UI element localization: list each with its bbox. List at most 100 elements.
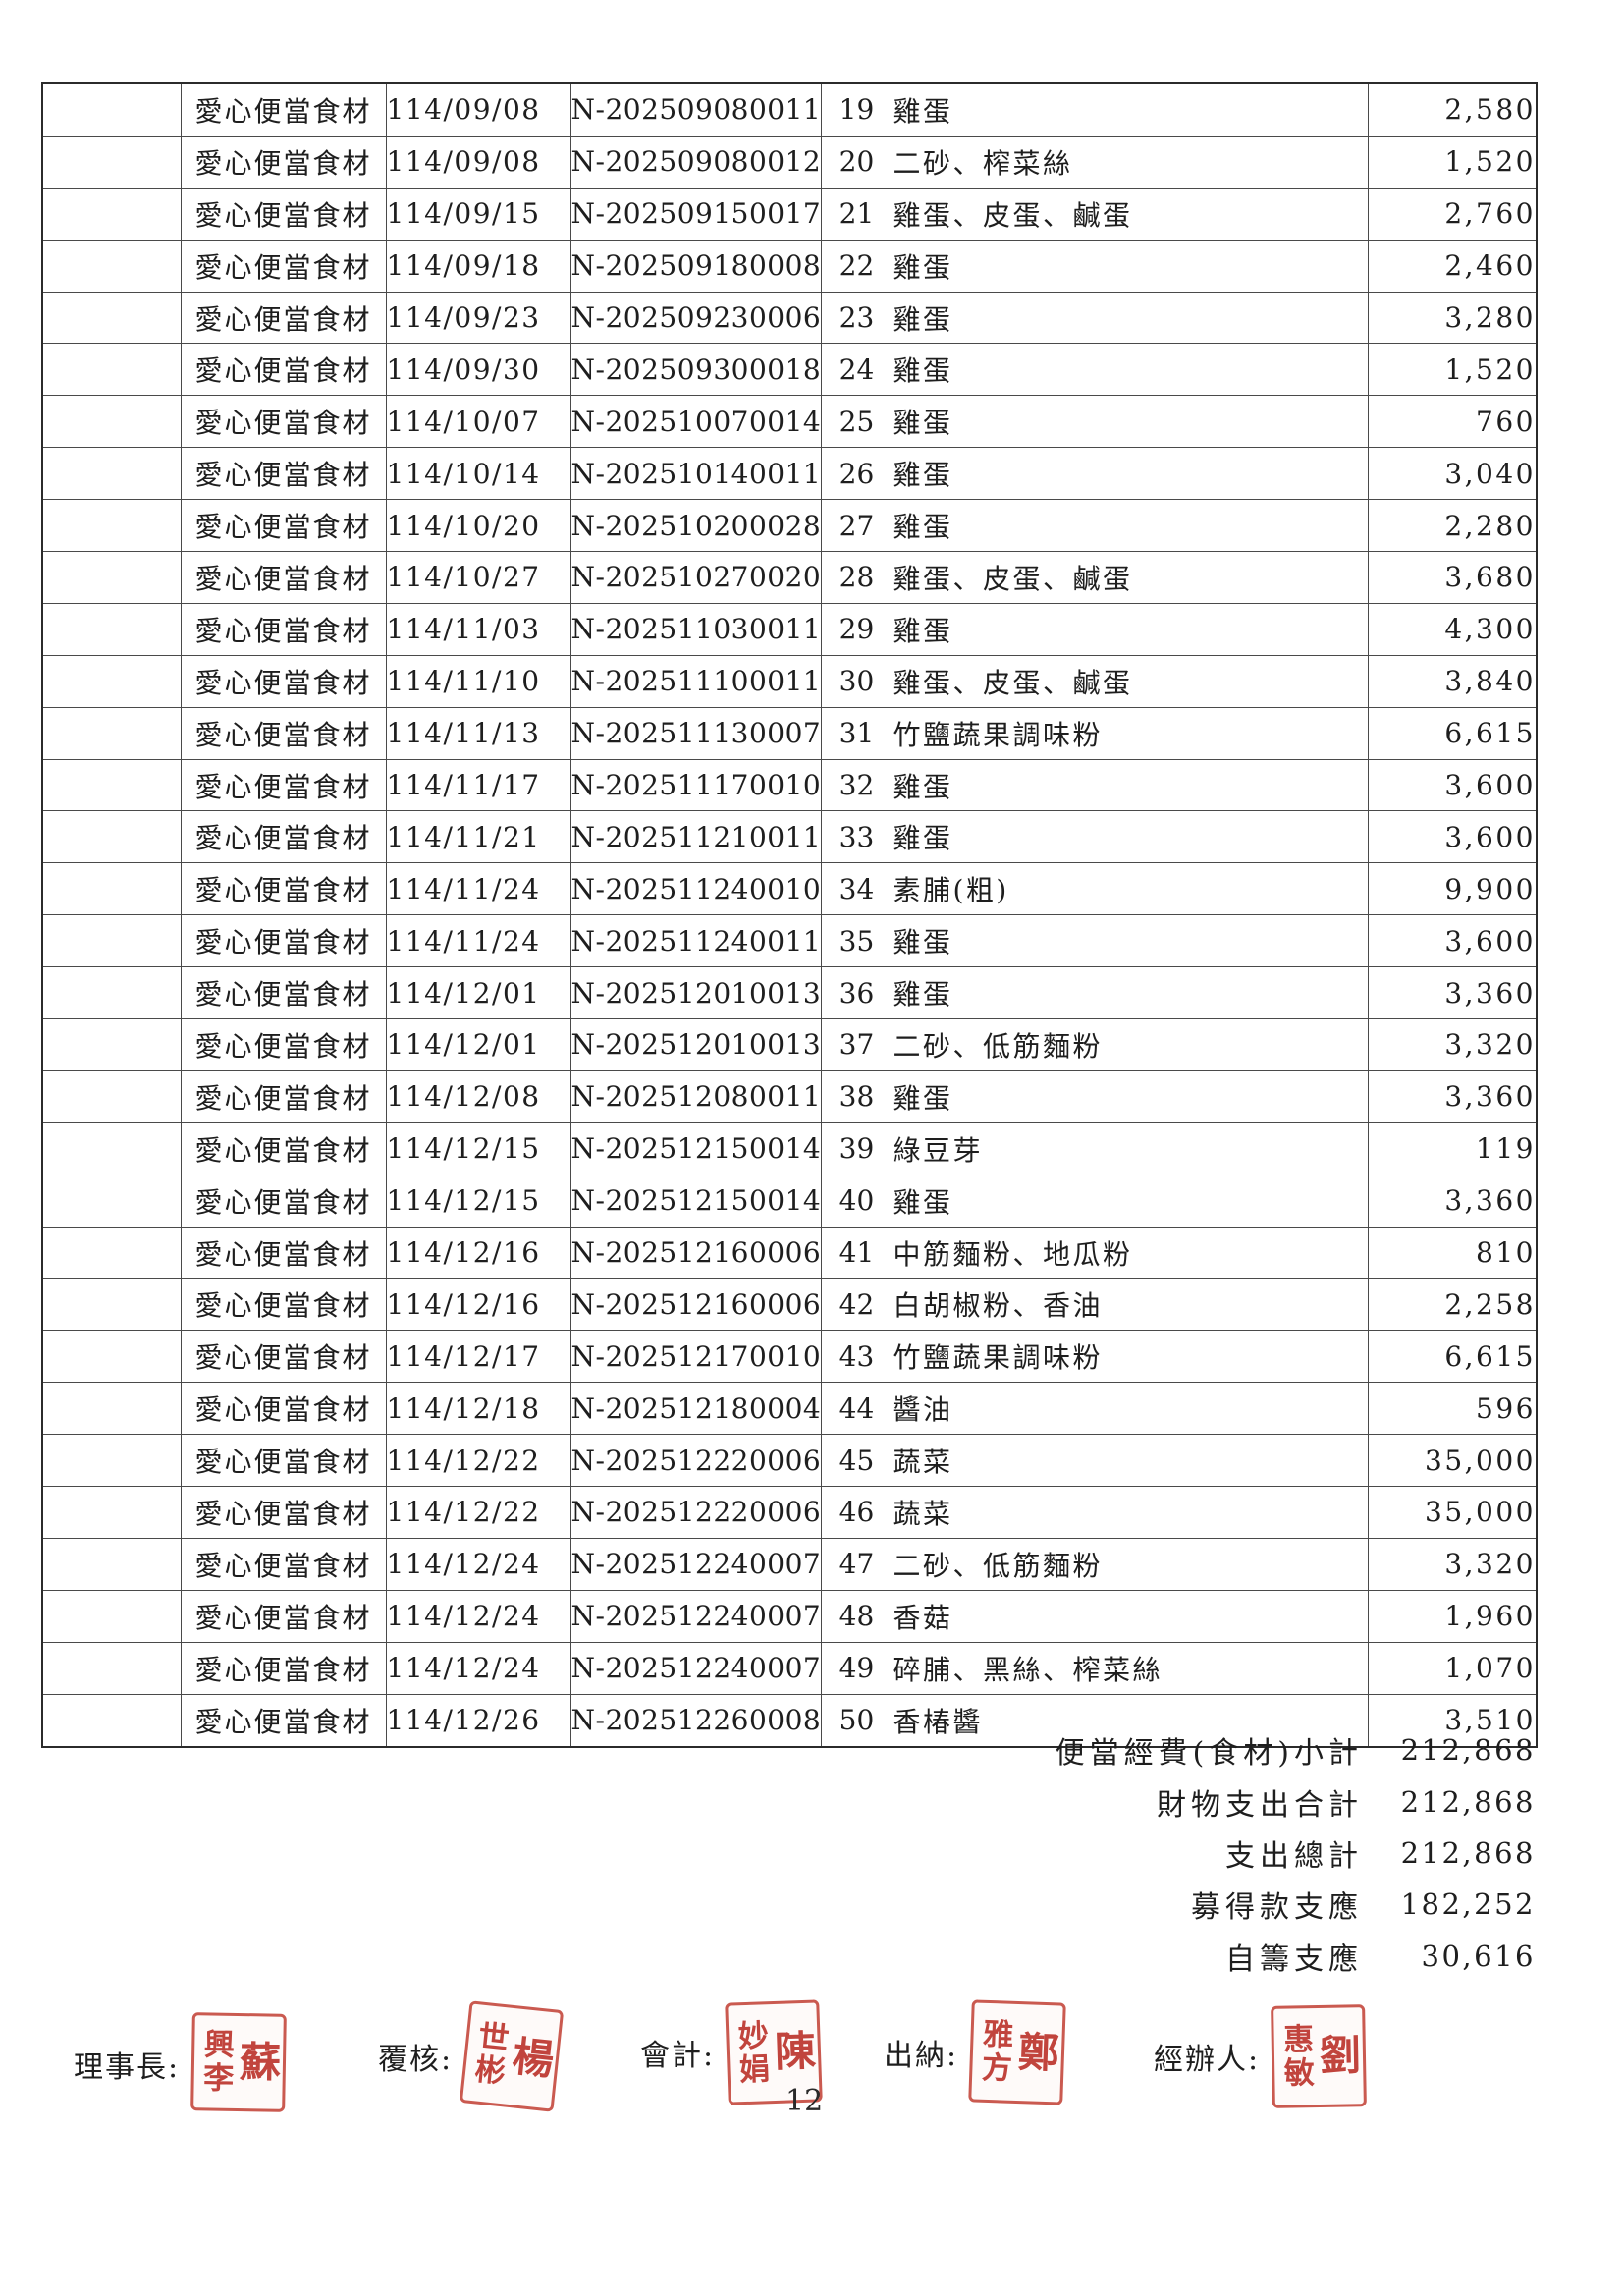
cell-item-desc: 雞蛋: [892, 395, 1369, 449]
summary-label: 便當經費(食材)小計: [1055, 1736, 1363, 1772]
cell-sequence-no: 28: [820, 551, 893, 604]
seal-right-column: 鄭: [1017, 2027, 1060, 2078]
table-row: 愛心便當食材 114/12/24 N-202512240007 49 碎脯、黑絲…: [41, 1641, 1538, 1695]
reviewer-label: 覆核:: [378, 2043, 454, 2077]
seal-left-column: 雅方: [981, 2016, 1014, 2087]
cell-date: 114/09/23: [385, 291, 571, 345]
chairman-seal-stamp: 興李 蘇: [190, 2012, 287, 2112]
cell-amount: 2,580: [1367, 82, 1538, 137]
chairman-label: 理事長:: [74, 2050, 181, 2085]
table-row: 愛心便當食材 114/11/24 N-202511240010 34 素脯(粗)…: [41, 862, 1538, 916]
table-row: 愛心便當食材 114/10/27 N-202510270020 28 雞蛋、皮蛋…: [41, 551, 1538, 604]
cell-sequence-no: 25: [820, 395, 893, 449]
cell-date: 114/09/08: [385, 82, 571, 137]
cell-item-desc: 雞蛋: [892, 447, 1369, 501]
summary-label: 財物支出合計: [1157, 1787, 1363, 1823]
signature-reviewer: 覆核: 世彬 楊: [378, 2000, 565, 2112]
page-number: 12: [785, 2084, 824, 2118]
cell-amount: 2,280: [1367, 499, 1538, 553]
seal-left-column: 興李: [203, 2027, 236, 2097]
summary-section: 便當經費(食材)小計 212,868 財物支出合計 212,868 支出總計 2…: [41, 1724, 1536, 1982]
cell-sequence-no: 33: [820, 810, 893, 864]
cell-amount: 3,360: [1367, 1069, 1538, 1123]
cell-item-desc: 雞蛋、皮蛋、鹹蛋: [892, 187, 1369, 241]
cell-item-desc: 二砂、榨菜絲: [892, 135, 1369, 189]
cell-blank: [41, 654, 182, 708]
cell-date: 114/12/26: [385, 1693, 571, 1748]
table-row: 愛心便當食材 114/10/20 N-202510200028 27 雞蛋 2,…: [41, 499, 1538, 553]
cell-item-desc: 竹鹽蔬果調味粉: [892, 706, 1369, 760]
cell-blank: [41, 1693, 182, 1748]
table-row: 愛心便當食材 114/12/22 N-202512220006 46 蔬菜 35…: [41, 1486, 1538, 1539]
summary-row-grand-total: 支出總計 212,868: [41, 1828, 1536, 1879]
cell-category: 愛心便當食材: [180, 1434, 387, 1488]
summary-row-subtotal: 便當經費(食材)小計 212,868: [41, 1724, 1536, 1776]
cell-document-no: N-202512240007: [569, 1641, 822, 1695]
table-row: 愛心便當食材 114/12/22 N-202512220006 45 蔬菜 35…: [41, 1434, 1538, 1488]
cashier-label: 出納:: [884, 2039, 959, 2073]
table-row: 愛心便當食材 114/12/01 N-202512010013 36 雞蛋 3,…: [41, 966, 1538, 1020]
seal-right-column: 楊: [510, 2032, 557, 2085]
cell-blank: [41, 1121, 182, 1175]
cell-date: 114/11/24: [385, 862, 571, 916]
cell-document-no: N-202512080011: [569, 1069, 822, 1123]
cell-date: 114/11/21: [385, 810, 571, 864]
cell-blank: [41, 1069, 182, 1123]
cell-document-no: N-202512240007: [569, 1589, 822, 1643]
expense-table: 愛心便當食材 114/09/08 N-202509080011 19 雞蛋 2,…: [41, 82, 1538, 1748]
cell-amount: 3,320: [1367, 1537, 1538, 1591]
cell-item-desc: 雞蛋: [892, 239, 1369, 293]
summary-row-donation-funded: 募得款支應 182,252: [41, 1879, 1536, 1930]
cell-category: 愛心便當食材: [180, 1693, 387, 1748]
summary-value: 212,868: [1400, 1835, 1536, 1870]
cell-amount: 810: [1367, 1226, 1538, 1280]
signature-accountant: 會計: 妙娟 陳: [640, 1999, 823, 2105]
cell-category: 愛心便當食材: [180, 1641, 387, 1695]
cashier-seal-stamp: 雅方 鄭: [968, 1999, 1066, 2105]
cell-date: 114/12/15: [385, 1174, 571, 1228]
cell-item-desc: 雞蛋: [892, 1069, 1369, 1123]
cell-amount: 1,520: [1367, 343, 1538, 397]
cell-document-no: N-202511100011: [569, 654, 822, 708]
cell-amount: 596: [1367, 1382, 1538, 1436]
cell-date: 114/11/24: [385, 914, 571, 968]
cell-amount: 119: [1367, 1121, 1538, 1175]
cell-blank: [41, 239, 182, 293]
cell-document-no: N-202512240007: [569, 1537, 822, 1591]
table-row: 愛心便當食材 114/09/18 N-202509180008 22 雞蛋 2,…: [41, 239, 1538, 293]
cell-sequence-no: 45: [820, 1434, 893, 1488]
cell-amount: 760: [1367, 395, 1538, 449]
accountant-label: 會計:: [640, 2039, 716, 2073]
table-row: 愛心便當食材 114/09/08 N-202509080011 19 雞蛋 2,…: [41, 82, 1538, 137]
cell-amount: 3,600: [1367, 810, 1538, 864]
cell-date: 114/12/08: [385, 1069, 571, 1123]
cell-item-desc: 綠豆芽: [892, 1121, 1369, 1175]
cell-amount: 3,840: [1367, 654, 1538, 708]
table-row: 愛心便當食材 114/11/21 N-202511210011 33 雞蛋 3,…: [41, 810, 1538, 864]
cell-category: 愛心便當食材: [180, 862, 387, 916]
cell-category: 愛心便當食材: [180, 1278, 387, 1332]
cell-sequence-no: 50: [820, 1693, 893, 1748]
cell-amount: 3,320: [1367, 1018, 1538, 1071]
cell-item-desc: 蔬菜: [892, 1486, 1369, 1539]
cell-amount: 1,960: [1367, 1589, 1538, 1643]
summary-value: 30,616: [1421, 1939, 1536, 1973]
cell-category: 愛心便當食材: [180, 1121, 387, 1175]
cell-document-no: N-202509080012: [569, 135, 822, 189]
table-row: 愛心便當食材 114/12/24 N-202512240007 48 香菇 1,…: [41, 1589, 1538, 1643]
cell-category: 愛心便當食材: [180, 551, 387, 604]
cell-blank: [41, 135, 182, 189]
cell-item-desc: 雞蛋: [892, 82, 1369, 137]
cell-category: 愛心便當食材: [180, 499, 387, 553]
cell-document-no: N-202511240010: [569, 862, 822, 916]
cell-document-no: N-202510140011: [569, 447, 822, 501]
table-row: 愛心便當食材 114/09/23 N-202509230006 23 雞蛋 3,…: [41, 291, 1538, 345]
cell-blank: [41, 966, 182, 1020]
cell-item-desc: 香椿醬: [892, 1693, 1369, 1748]
cell-date: 114/12/01: [385, 1018, 571, 1071]
cell-category: 愛心便當食材: [180, 291, 387, 345]
seal-right-column: 劉: [1319, 2031, 1362, 2080]
cell-amount: 35,000: [1367, 1486, 1538, 1539]
cell-sequence-no: 35: [820, 914, 893, 968]
cell-date: 114/09/08: [385, 135, 571, 189]
